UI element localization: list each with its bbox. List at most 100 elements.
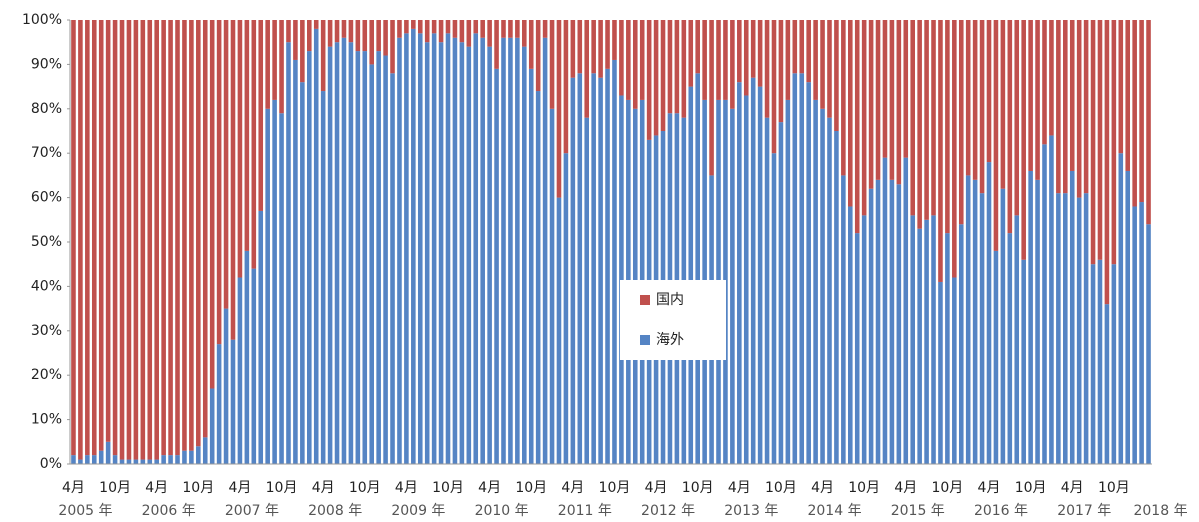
- bar-segment: [362, 20, 368, 52]
- x-tick-label: 4月: [811, 480, 834, 496]
- bar-segment: [854, 233, 860, 464]
- bar-segment: [71, 455, 76, 464]
- bar-segment: [112, 20, 118, 456]
- bar-segment: [1111, 20, 1117, 265]
- bar-segment: [1146, 20, 1151, 225]
- y-tick-label: 10%: [31, 412, 62, 428]
- x-year-label: 2008 年: [308, 503, 362, 519]
- bar-segment: [1028, 20, 1033, 171]
- bar-segment: [875, 179, 881, 464]
- bar-segment: [300, 82, 305, 464]
- x-year-label: 2013 年: [724, 503, 778, 519]
- x-year-label: 2007 年: [225, 503, 279, 519]
- bar-segment: [626, 20, 631, 100]
- bar-segment: [202, 20, 208, 438]
- bar-segment: [1139, 20, 1144, 203]
- bar-segment: [1063, 20, 1068, 194]
- bar-segment: [702, 20, 707, 100]
- bar-segment: [570, 77, 576, 464]
- bar-segment: [619, 20, 624, 96]
- x-tick-label: 4月: [62, 480, 85, 496]
- bar-segment: [577, 20, 583, 74]
- bar-segment: [723, 20, 728, 100]
- bar-segment: [272, 20, 277, 100]
- bar-segment: [785, 99, 791, 465]
- bar-segment: [542, 37, 548, 464]
- bar-segment: [709, 20, 714, 176]
- bar-segment: [917, 20, 922, 229]
- bar-segment: [861, 20, 867, 216]
- bar-segment: [716, 20, 721, 100]
- x-tick-label: 4月: [645, 480, 668, 496]
- y-tick-label: 100%: [22, 12, 62, 28]
- bar-segment: [813, 99, 818, 465]
- x-tick-label: 10月: [432, 480, 464, 496]
- bar-segment: [965, 175, 971, 464]
- x-year-label: 2012 年: [641, 503, 695, 519]
- bar-segment: [1035, 179, 1040, 464]
- x-tick-label: 4月: [1061, 480, 1084, 496]
- x-tick-label: 4月: [561, 480, 584, 496]
- bar-segment: [327, 20, 333, 47]
- bar-segment: [404, 33, 409, 464]
- bar-segment: [1125, 170, 1131, 464]
- bar-segment: [1042, 20, 1047, 145]
- bar-segment: [945, 20, 950, 234]
- bar-segment: [487, 20, 492, 47]
- bar-segment: [383, 20, 388, 56]
- bar-segment: [882, 20, 888, 158]
- bar-segment: [466, 46, 472, 464]
- bar-segment: [972, 179, 978, 464]
- x-year-label: 2011 年: [558, 503, 612, 519]
- bar-segment: [438, 20, 444, 43]
- bar-segment: [958, 20, 964, 225]
- bar-segment: [854, 20, 860, 234]
- bar-segment: [757, 86, 763, 464]
- bar-segment: [91, 455, 97, 464]
- bar-segment: [619, 95, 624, 464]
- bar-segment: [300, 20, 305, 83]
- bar-segment: [313, 20, 319, 29]
- bar-segment: [688, 86, 694, 464]
- x-tick-label: 10月: [266, 480, 298, 496]
- bar-segment: [778, 122, 784, 465]
- bar-segment: [473, 20, 479, 34]
- x-tick-label: 10月: [599, 480, 631, 496]
- bar-segment: [667, 20, 673, 114]
- bar-segment: [140, 459, 146, 464]
- x-tick-label: 10月: [682, 480, 714, 496]
- bar-segment: [223, 308, 229, 464]
- bar-segment: [251, 268, 257, 464]
- bar-segment: [223, 20, 229, 309]
- bar-segment: [355, 51, 361, 465]
- bar-segment: [591, 73, 596, 464]
- bar-segment: [424, 42, 430, 464]
- bar-segment: [1146, 224, 1151, 464]
- y-tick-label: 30%: [31, 323, 62, 339]
- bar-segment: [535, 20, 541, 92]
- bar-segment: [750, 20, 756, 78]
- bar-segment: [986, 162, 992, 464]
- bar-segment: [1007, 233, 1013, 464]
- bar-segment: [1049, 135, 1054, 464]
- bar-segment: [376, 20, 381, 52]
- bar-segment: [161, 455, 166, 464]
- bar-segment: [126, 459, 132, 464]
- bar-segment: [424, 20, 430, 43]
- bar-segment: [501, 37, 506, 464]
- bar-segment: [896, 20, 902, 185]
- bar-segment: [757, 20, 763, 87]
- bar-segment: [397, 20, 402, 38]
- bar-segment: [528, 20, 534, 69]
- bar-segment: [404, 20, 409, 34]
- bar-segment: [508, 20, 513, 38]
- bar-segment: [605, 68, 610, 464]
- bar-segment: [161, 20, 166, 456]
- bar-segment: [681, 20, 687, 118]
- bar-segment: [105, 20, 111, 442]
- bar-segment: [431, 33, 437, 464]
- bar-segment: [168, 20, 173, 456]
- y-tick-label: 0%: [40, 456, 62, 472]
- bar-segment: [993, 20, 999, 251]
- x-tick-label: 4月: [228, 480, 251, 496]
